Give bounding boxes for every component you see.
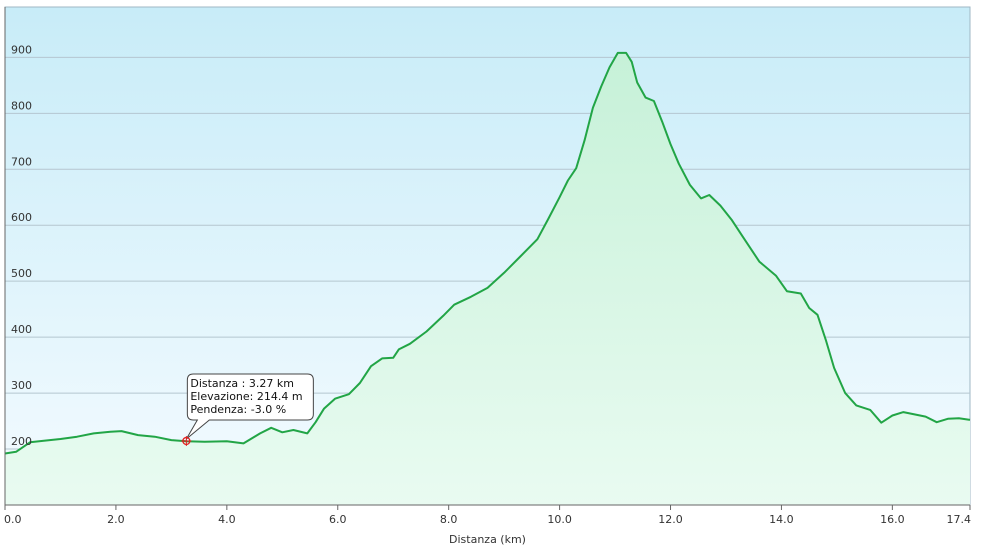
- y-tick-labels: 200 300 400 500 600 700 800 900: [11, 43, 32, 448]
- y-tick-label: 600: [11, 211, 32, 224]
- x-tick-label: 0.0: [4, 513, 22, 526]
- y-tick-label: 300: [11, 379, 32, 392]
- x-tick-label: 10.0: [547, 513, 572, 526]
- x-tick-label: 12.0: [658, 513, 683, 526]
- x-tick-labels: 0.0 2.0 4.0 6.0 8.0 10.0 12.0 14.0 16.0 17.4: [4, 505, 971, 526]
- x-axis-title: Distanza (km): [449, 533, 526, 546]
- y-tick-label: 500: [11, 267, 32, 280]
- x-tick-label: 8.0: [440, 513, 458, 526]
- y-tick-label: 400: [11, 323, 32, 336]
- x-tick-label: 2.0: [107, 513, 125, 526]
- tooltip-line: Pendenza: -3.0 %: [190, 403, 286, 416]
- x-tick-label: 4.0: [218, 513, 236, 526]
- y-tick-label: 800: [11, 99, 32, 112]
- x-tick-label: 17.4: [947, 513, 972, 526]
- tooltip-box: [185, 373, 314, 440]
- elevation-line: [4, 51, 971, 455]
- tooltip-line: Distanza : 3.27 km: [190, 377, 294, 390]
- y-tick-label: 200: [11, 435, 32, 448]
- x-tick-label: 14.0: [769, 513, 794, 526]
- tooltip-line: Elevazione: 214.4 m: [190, 390, 302, 403]
- y-tick-label: 700: [11, 155, 32, 168]
- x-tick-label: 6.0: [329, 513, 347, 526]
- axes: [4, 7, 970, 506]
- x-tick-label: 16.0: [880, 513, 905, 526]
- y-tick-label: 900: [11, 43, 32, 56]
- elevation-area: [5, 52, 970, 506]
